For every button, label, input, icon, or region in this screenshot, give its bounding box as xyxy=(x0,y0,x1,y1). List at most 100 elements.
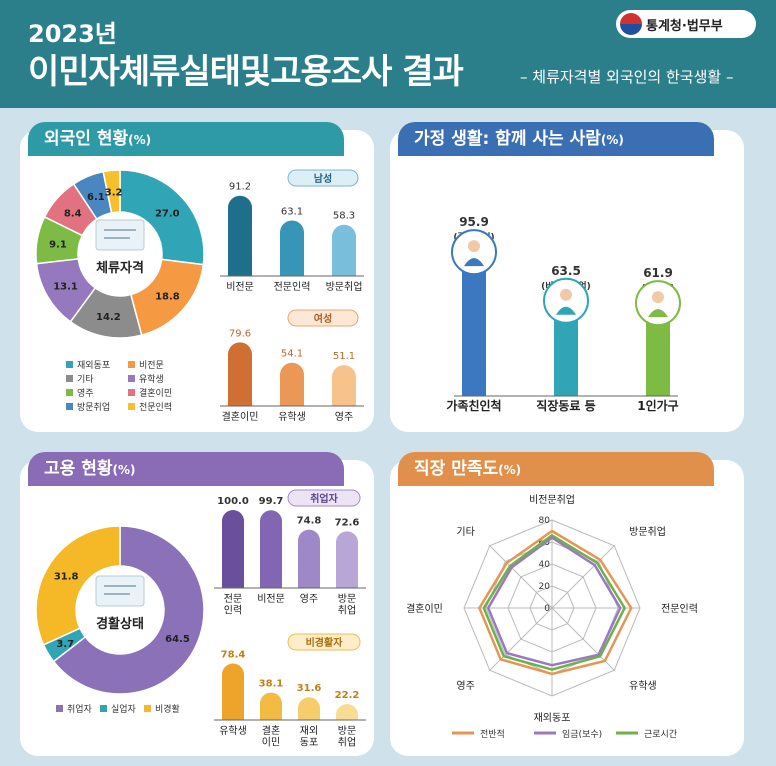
employed-bar-value-3: 72.6 xyxy=(335,517,360,528)
radar-legend-label-0: 전반적 xyxy=(480,728,505,740)
household-bar-category-0: 가족친인척 xyxy=(446,398,501,413)
visa-donut-slice-label-4: 9.1 xyxy=(49,239,67,250)
household-bar-bar-0 xyxy=(462,252,486,396)
inactive-badge-bg xyxy=(287,633,361,651)
employed-bar-category-3: 방문 취업 xyxy=(338,593,356,617)
household-bar-bar-2 xyxy=(646,303,670,396)
radar-legend-label-2: 근로시간 xyxy=(644,729,677,740)
panel-satisfaction-title: 직장 만족도 xyxy=(414,459,499,479)
visa-legend-swatch-4 xyxy=(66,389,73,396)
employed-badge-bg xyxy=(287,489,361,507)
female-bar-value-2: 51.1 xyxy=(333,351,355,362)
male-badge-text: 남성 xyxy=(314,172,332,185)
inactive-bar-category-1: 결혼 이민 xyxy=(262,724,280,749)
visa-legend-swatch-3 xyxy=(128,375,135,382)
emp-legend-label-1: 실업자 xyxy=(111,704,137,715)
household-bar-value-1: 63.5 xyxy=(551,264,581,278)
panel-foreigners-unit: (%) xyxy=(128,133,152,147)
inactive-bar-bar-1 xyxy=(260,692,282,720)
inactive-bar-value-2: 31.6 xyxy=(297,683,322,694)
emp-legend-swatch-0 xyxy=(56,705,63,712)
taegeuk-icon xyxy=(620,13,642,35)
radar-spoke-3 xyxy=(551,607,615,671)
visa-legend-swatch-2 xyxy=(66,375,73,382)
visa-donut-slice-label-1: 18.8 xyxy=(155,291,180,302)
agency-logo: 통계청·법무부 xyxy=(616,10,756,38)
female-badge-text: 여성 xyxy=(314,312,332,325)
visa-legend-label-3: 유학생 xyxy=(139,374,164,385)
visa-legend-swatch-1 xyxy=(128,361,135,368)
household-avatar-head-1 xyxy=(560,288,572,301)
radar-spoke-1 xyxy=(551,545,615,609)
inactive-bar-value-3: 22.2 xyxy=(335,690,360,701)
radar-axis-label-7: 기타 xyxy=(456,526,474,538)
radar-axis-label-0: 비전문취업 xyxy=(529,493,575,506)
visa-legend-swatch-7 xyxy=(128,403,135,410)
female-bar-value-1: 54.1 xyxy=(281,349,303,360)
emp-legend-swatch-1 xyxy=(100,705,107,712)
header-banner: 2023년 이민자체류실태및고용조사 결과 – 체류자격별 외국인의 한국생활 … xyxy=(0,0,776,108)
household-avatar-body-0 xyxy=(464,258,484,267)
panel-satisfaction-unit: (%) xyxy=(498,463,522,477)
inactive-bar-bar-0 xyxy=(222,663,244,720)
visa-donut-slice-label-3: 13.1 xyxy=(53,282,78,293)
inactive-bar-bar-3 xyxy=(336,704,358,720)
household-bar-bar-1 xyxy=(554,300,578,396)
panel-employment-unit: (%) xyxy=(112,463,136,477)
panel-employment-tab: 고용 현황(%) xyxy=(28,452,344,486)
emp-legend-label-2: 비경활 xyxy=(155,703,180,715)
male-bar-bar-2 xyxy=(332,224,356,276)
header-title: 이민자체류실태및고용조사 결과 xyxy=(28,52,464,92)
panel-foreigners-tab: 외국인 현황(%) xyxy=(28,122,344,156)
emp-donut-slice-label-1: 3.7 xyxy=(56,639,74,650)
radar-axis-label-3: 유학생 xyxy=(629,680,657,692)
employed-bar-bar-2 xyxy=(298,529,320,588)
panel-household-title: 가정 생활: 함께 사는 사람 xyxy=(414,129,601,149)
household-bar-value-0: 95.9 xyxy=(459,215,489,229)
male-bar-category-0: 비전문 xyxy=(226,281,254,293)
panel-employment-title: 고용 현황 xyxy=(44,459,113,479)
radar-axis-label-6: 결혼이민 xyxy=(406,602,443,615)
visa-legend-label-7: 전문인력 xyxy=(139,401,172,413)
employed-bar-value-0: 100.0 xyxy=(217,496,249,507)
employed-bar-bar-0 xyxy=(222,510,244,588)
visa-legend-label-5: 결혼이민 xyxy=(139,387,172,399)
inactive-bar-value-1: 38.1 xyxy=(259,679,284,690)
household-avatar-body-1 xyxy=(556,306,576,315)
male-bar-category-2: 방문취업 xyxy=(326,280,363,293)
female-bar-category-0: 결혼이민 xyxy=(222,410,259,423)
visa-donut-slice-label-7: 3.2 xyxy=(105,187,123,198)
visa-donut-slice-label-0: 27.0 xyxy=(155,208,180,219)
female-bar-category-2: 영주 xyxy=(335,411,353,423)
radar-series-1 xyxy=(486,536,622,667)
visa-donut-slice-label-6: 6.1 xyxy=(87,192,105,203)
household-bar-category-2: 1인가구 xyxy=(637,398,678,413)
visa-donut-slice-label-2: 14.2 xyxy=(96,312,121,323)
visa-legend-label-4: 영주 xyxy=(77,388,94,399)
employed-bar-category-1: 비전문 xyxy=(257,593,285,605)
visa-legend-swatch-5 xyxy=(128,389,135,396)
female-bar-value-0: 79.6 xyxy=(229,328,251,339)
inactive-badge-text: 비경활자 xyxy=(306,636,344,649)
radar-tick-2: 40 xyxy=(539,560,551,570)
male-badge-bg xyxy=(287,169,359,187)
visa-legend-label-0: 재외동포 xyxy=(77,359,110,371)
header-year: 2023년 xyxy=(28,20,117,48)
inactive-bar-bar-2 xyxy=(298,697,320,720)
visa-legend-label-6: 방문취업 xyxy=(77,402,110,413)
panel-household-unit: (%) xyxy=(600,133,624,147)
employed-bar-category-0: 전문 인력 xyxy=(224,593,242,617)
panel-foreigners-title: 외국인 현황 xyxy=(44,129,129,149)
household-avatar-body-2 xyxy=(648,309,668,318)
visa-donut-slice-label-5: 8.4 xyxy=(64,208,82,219)
radar-tick-4: 80 xyxy=(539,516,551,526)
visa-donut-doc-icon xyxy=(95,219,145,251)
employed-bar-value-2: 74.8 xyxy=(297,516,322,527)
male-bar-value-1: 63.1 xyxy=(281,206,303,217)
employed-badge-text: 취업자 xyxy=(310,492,338,505)
radar-series-2 xyxy=(482,533,627,671)
panel-satisfaction-tab: 직장 만족도(%) xyxy=(398,452,714,486)
panel-household-tab: 가정 생활: 함께 사는 사람(%) xyxy=(398,122,714,156)
household-avatar-head-2 xyxy=(652,291,664,304)
